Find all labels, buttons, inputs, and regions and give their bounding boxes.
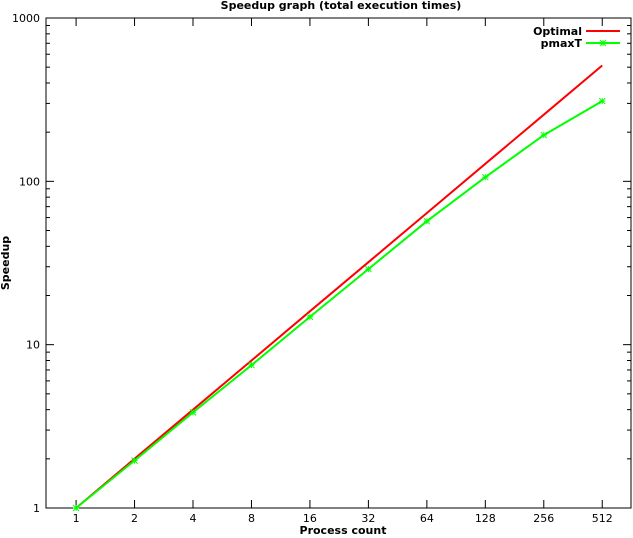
point-marker-stroke [540, 131, 548, 139]
x-tick-label: 2 [131, 512, 138, 525]
data-point [540, 131, 548, 139]
series-line [75, 100, 603, 509]
data-point [248, 361, 255, 369]
series-pmaxt [72, 97, 606, 512]
data-point [598, 97, 606, 105]
point-marker-stroke [598, 97, 606, 105]
point-marker-stroke [599, 39, 607, 47]
legend-label: Optimal [533, 25, 582, 38]
x-tick-label: 256 [533, 512, 554, 525]
legend-label: pmaxT [541, 37, 583, 50]
x-tick-label: 1 [73, 512, 80, 525]
point-marker-stroke [189, 409, 197, 416]
data-point [72, 504, 80, 512]
point-marker-stroke [306, 313, 314, 321]
y-axis-label: Speedup [0, 236, 12, 290]
point-marker-stroke [72, 504, 80, 512]
y-tick-label: 10 [26, 339, 40, 352]
x-tick-label: 16 [303, 512, 317, 525]
data-point [365, 265, 372, 273]
x-axis-label: Process count [300, 524, 387, 537]
y-tick-label: 1 [33, 502, 40, 515]
x-axis: 1 2 4 8 16 32 64 128 256 512 [73, 18, 613, 525]
x-tick-label: 4 [190, 512, 197, 525]
data-point [306, 313, 314, 321]
data-point [189, 409, 197, 416]
x-tick-label: 128 [475, 512, 496, 525]
data-point [131, 457, 138, 464]
x-tick-label: 64 [420, 512, 434, 525]
point-marker-stroke [131, 457, 138, 464]
x-tick-label: 32 [361, 512, 375, 525]
plot-area [45, 17, 632, 509]
x-tick-label: 8 [248, 512, 255, 525]
y-tick-label: 100 [19, 175, 40, 188]
x-tick-label: 512 [592, 512, 613, 525]
legend-marker [599, 39, 607, 47]
y-tick-label: 1000 [12, 12, 40, 25]
series-layer [72, 64, 606, 512]
point-marker-stroke [481, 173, 489, 181]
y-axis: 1 10 100 1000 [12, 12, 631, 515]
data-point [423, 217, 431, 225]
series-line [75, 64, 603, 509]
series-optimal [75, 64, 603, 509]
chart-title: Speedup graph (total execution times) [221, 0, 462, 12]
point-marker-stroke [248, 361, 255, 369]
point-marker-stroke [365, 265, 372, 273]
point-marker-stroke [423, 217, 431, 225]
data-point [481, 173, 489, 181]
